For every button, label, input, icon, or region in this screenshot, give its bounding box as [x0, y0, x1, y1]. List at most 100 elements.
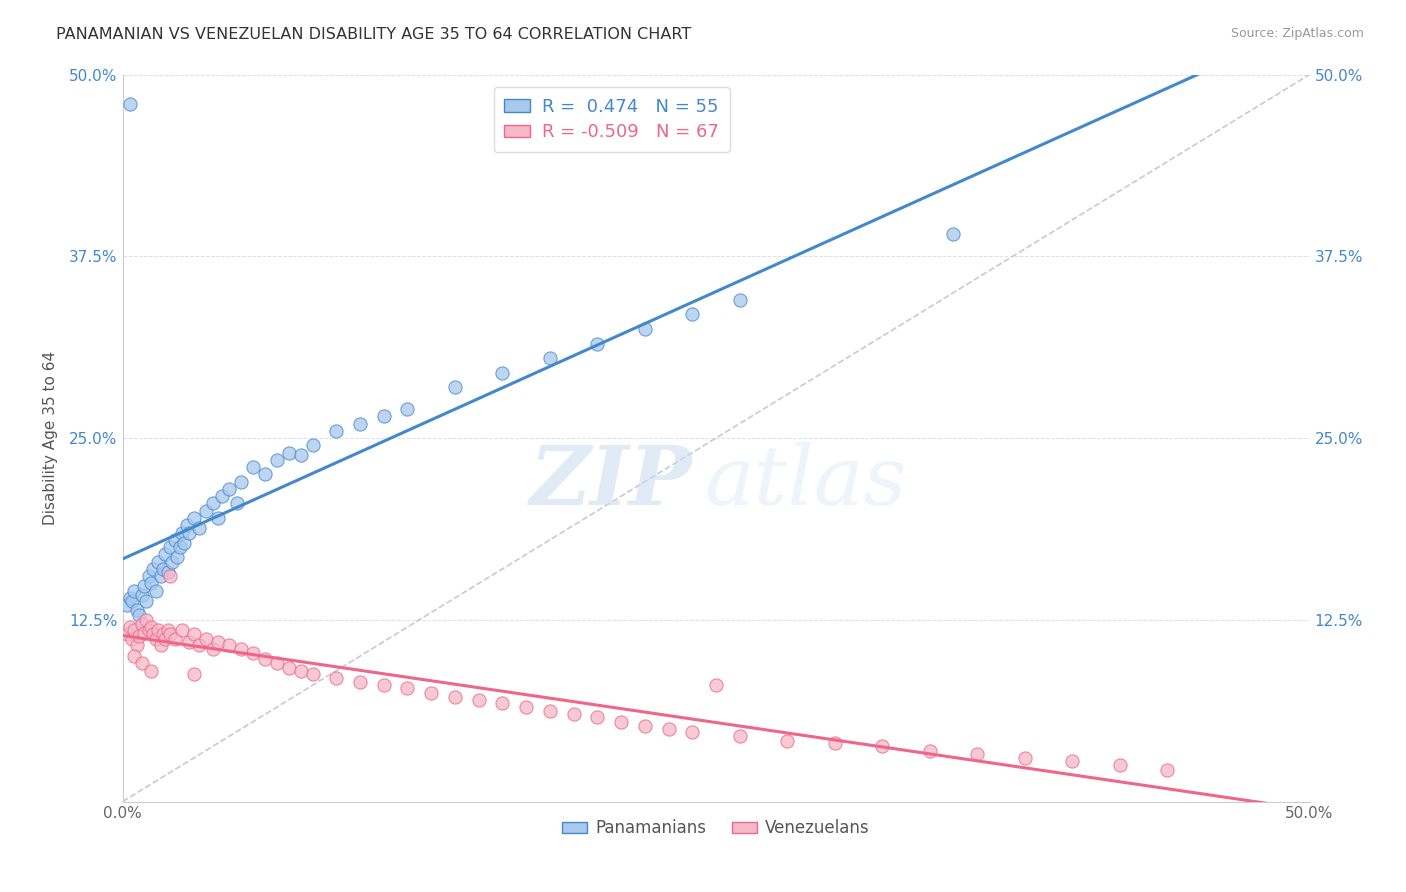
Point: [201, 496, 224, 510]
Point: [218, 638, 240, 652]
Point: [124, 649, 146, 664]
Point: [152, 562, 174, 576]
Point: [187, 521, 209, 535]
Point: [142, 562, 165, 576]
Y-axis label: Disability Age 35 to 64: Disability Age 35 to 64: [44, 351, 58, 525]
Point: [121, 632, 143, 646]
Point: [824, 736, 846, 750]
Text: Source: ZipAtlas.com: Source: ZipAtlas.com: [1230, 27, 1364, 40]
Point: [118, 591, 141, 605]
Point: [704, 678, 727, 692]
Point: [253, 467, 276, 482]
Point: [231, 641, 253, 656]
Point: [1156, 763, 1178, 777]
Point: [132, 626, 155, 640]
Point: [183, 627, 205, 641]
Point: [207, 511, 229, 525]
Point: [301, 438, 323, 452]
Point: [138, 569, 160, 583]
Text: PANAMANIAN VS VENEZUELAN DISABILITY AGE 35 TO 64 CORRELATION CHART: PANAMANIAN VS VENEZUELAN DISABILITY AGE …: [56, 27, 692, 42]
Point: [117, 627, 139, 641]
Point: [420, 685, 443, 699]
Point: [170, 623, 193, 637]
Point: [156, 565, 179, 579]
Point: [148, 555, 170, 569]
Point: [145, 632, 167, 646]
Point: [277, 445, 299, 459]
Point: [163, 632, 186, 646]
Point: [444, 690, 467, 704]
Point: [131, 617, 153, 632]
Point: [207, 634, 229, 648]
Point: [139, 620, 162, 634]
Point: [139, 576, 162, 591]
Point: [162, 555, 184, 569]
Point: [163, 533, 186, 547]
Text: ZIP: ZIP: [530, 442, 692, 522]
Point: [681, 308, 703, 322]
Point: [121, 594, 143, 608]
Point: [728, 293, 751, 307]
Point: [1108, 758, 1130, 772]
Point: [194, 504, 217, 518]
Point: [183, 666, 205, 681]
Point: [194, 632, 217, 646]
Point: [776, 733, 799, 747]
Point: [225, 496, 247, 510]
Point: [491, 366, 513, 380]
Point: [177, 634, 200, 648]
Point: [148, 623, 170, 637]
Point: [634, 719, 657, 733]
Point: [156, 623, 179, 637]
Point: [515, 700, 537, 714]
Point: [396, 681, 419, 695]
Point: [159, 569, 181, 583]
Point: [538, 705, 561, 719]
Point: [135, 594, 157, 608]
Point: [125, 602, 148, 616]
Point: [149, 569, 172, 583]
Point: [169, 540, 191, 554]
Point: [124, 623, 146, 637]
Point: [131, 588, 153, 602]
Point: [266, 453, 288, 467]
Point: [242, 460, 264, 475]
Point: [155, 632, 177, 646]
Point: [586, 336, 609, 351]
Point: [467, 693, 489, 707]
Point: [290, 664, 312, 678]
Point: [918, 744, 941, 758]
Point: [1014, 751, 1036, 765]
Point: [301, 666, 323, 681]
Point: [128, 629, 150, 643]
Point: [128, 608, 150, 623]
Point: [325, 671, 347, 685]
Point: [211, 489, 233, 503]
Point: [349, 417, 371, 431]
Point: [266, 657, 288, 671]
Point: [658, 722, 681, 736]
Point: [139, 664, 162, 678]
Point: [218, 482, 240, 496]
Point: [870, 739, 893, 754]
Point: [173, 535, 195, 549]
Point: [728, 729, 751, 743]
Point: [187, 638, 209, 652]
Point: [131, 657, 153, 671]
Point: [118, 96, 141, 111]
Point: [538, 351, 561, 365]
Point: [942, 227, 965, 242]
Point: [373, 409, 395, 424]
Point: [118, 620, 141, 634]
Point: [373, 678, 395, 692]
Point: [586, 710, 609, 724]
Point: [277, 661, 299, 675]
Point: [159, 627, 181, 641]
Point: [159, 540, 181, 554]
Point: [152, 627, 174, 641]
Point: [253, 652, 276, 666]
Point: [681, 724, 703, 739]
Point: [325, 424, 347, 438]
Point: [966, 747, 988, 761]
Point: [183, 511, 205, 525]
